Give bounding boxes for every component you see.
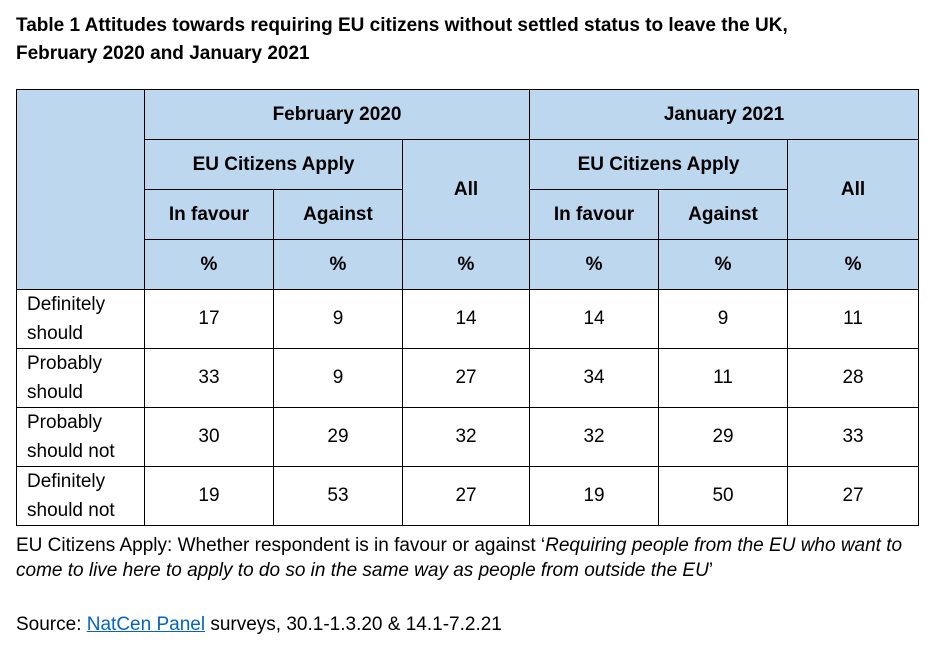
row-label-line-1: Definitely: [27, 294, 106, 315]
table-row: Definitely should not 19 53 27 19 50 27: [16, 466, 920, 526]
table-cell: 19: [144, 466, 274, 526]
percent-unit-header: %: [401, 239, 531, 290]
corner-cell: [16, 89, 145, 290]
table-cell: 19: [529, 466, 660, 526]
percent-unit-header: %: [787, 239, 920, 290]
row-label-line-2: should not: [27, 500, 115, 521]
percent-unit-header: %: [529, 239, 660, 290]
table-cell: 27: [401, 348, 531, 408]
source-line: Source: NatCen Panel surveys, 30.1-1.3.2…: [16, 612, 926, 637]
footnote-quote: Requiring people from the EU who want to…: [16, 535, 903, 581]
row-label: Probably should: [16, 348, 145, 408]
source-suffix: surveys, 30.1-1.3.20 & 14.1-7.2.21: [205, 614, 502, 635]
table-row: Probably should 33 9 27 34 11 28: [16, 348, 920, 408]
row-label: Probably should not: [16, 407, 145, 467]
attitudes-table: February 2020 January 2021 EU Citizens A…: [16, 89, 920, 526]
table-cell: 27: [787, 466, 920, 526]
table-cell: 11: [787, 289, 920, 349]
percent-unit-header: %: [658, 239, 789, 290]
table-row: Definitely should 17 9 14 14 9 11: [16, 289, 920, 349]
row-label: Definitely should: [16, 289, 145, 349]
row-label-line-2: should: [27, 323, 83, 344]
table-cell: 29: [658, 407, 789, 467]
all-header-feb-2020: All: [401, 139, 531, 240]
against-header-jan-2021: Against: [658, 189, 789, 240]
all-header-jan-2021: All: [787, 139, 920, 240]
footnote: EU Citizens Apply: Whether respondent is…: [16, 533, 926, 583]
source-prefix: Source:: [16, 614, 87, 635]
table-title-line-2: February 2020 and January 2021: [16, 43, 310, 64]
row-label-line-1: Definitely: [27, 471, 106, 492]
table-cell: 9: [273, 289, 403, 349]
row-label-line-2: should not: [27, 441, 115, 462]
period-header-feb-2020: February 2020: [143, 89, 531, 140]
row-label-line-1: Probably: [27, 412, 102, 433]
period-header-jan-2021: January 2021: [529, 89, 920, 140]
natcen-panel-link[interactable]: NatCen Panel: [86, 614, 206, 635]
table-cell: 14: [401, 289, 531, 349]
table-title-line-1: Table 1 Attitudes towards requiring EU c…: [16, 15, 788, 36]
table-cell: 28: [787, 348, 920, 408]
row-label-line-1: Probably: [27, 353, 102, 374]
percent-unit-header: %: [144, 239, 274, 290]
table-cell: 9: [273, 348, 403, 408]
table-cell: 17: [144, 289, 274, 349]
row-label: Definitely should not: [16, 466, 145, 526]
table-cell: 33: [787, 407, 920, 467]
table-cell: 50: [658, 466, 789, 526]
table-cell: 30: [144, 407, 274, 467]
table-cell: 53: [273, 466, 403, 526]
table-cell: 32: [401, 407, 531, 467]
table-title: Table 1 Attitudes towards requiring EU c…: [16, 12, 926, 68]
table-cell: 9: [658, 289, 789, 349]
table-cell: 11: [658, 348, 789, 408]
group-header-feb-2020: EU Citizens Apply: [144, 139, 403, 190]
table-cell: 34: [529, 348, 660, 408]
table-cell: 14: [529, 289, 660, 349]
footnote-suffix: ’: [708, 560, 714, 581]
table-cell: 27: [401, 466, 531, 526]
table-row: Probably should not 30 29 32 32 29 33: [16, 407, 920, 467]
group-header-jan-2021: EU Citizens Apply: [529, 139, 789, 190]
table-cell: 33: [144, 348, 274, 408]
table-cell: 32: [529, 407, 660, 467]
percent-unit-header: %: [273, 239, 403, 290]
table-cell: 29: [273, 407, 403, 467]
in-favour-header-jan-2021: In favour: [529, 189, 660, 240]
against-header-feb-2020: Against: [273, 189, 403, 240]
row-label-line-2: should: [27, 382, 83, 403]
footnote-prefix: EU Citizens Apply: Whether respondent is…: [16, 535, 546, 556]
in-favour-header-feb-2020: In favour: [144, 189, 274, 240]
